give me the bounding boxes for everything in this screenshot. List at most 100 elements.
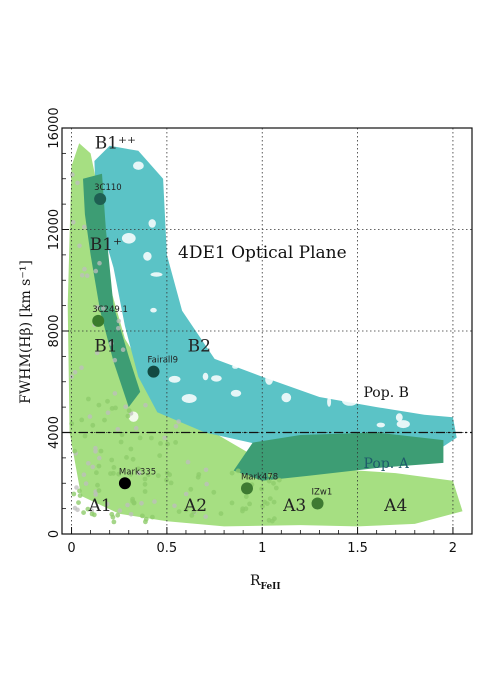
sample-point [140,513,145,519]
x-axis-label-subscript: FeII [261,582,281,592]
region-label: B2 [188,336,211,356]
sample-point [123,404,128,410]
sample-point [125,413,131,419]
object-label: 3C249.1 [92,305,128,315]
sample-point [93,449,98,454]
sample-point [158,441,163,446]
sample-point [119,432,125,438]
sample-point [150,514,155,520]
sample-point [79,365,84,371]
speckle [211,375,222,382]
object-marker [92,314,105,327]
sample-point [95,304,100,310]
sample-point [77,243,82,249]
sample-point [131,500,137,506]
sample-point [86,396,91,402]
sample-point [83,481,89,486]
y-tick-label: 12000 [47,209,62,250]
sample-point [115,512,121,518]
object-marker [147,365,160,378]
y-axis-label: FWHM(Hβ) [km s⁻¹] [18,260,34,404]
object-marker [311,497,324,510]
object-label: Fairall9 [148,356,179,366]
object-label: Mark335 [119,467,156,477]
sample-point [81,472,87,478]
sample-point [105,501,110,507]
sample-point [191,509,197,515]
speckle [265,374,273,385]
sample-point [168,480,174,486]
speckle [395,413,403,422]
sample-point [259,486,265,492]
sample-point [82,224,87,230]
sample-point [101,306,106,311]
sample-point [260,503,265,509]
sample-point [143,516,149,522]
speckle [188,216,198,227]
speckle [148,219,156,228]
speckle [190,267,196,279]
object-marker [118,477,131,490]
sample-point [142,476,148,482]
region-label: B1⁺⁺ [95,133,136,153]
object-marker [94,193,107,206]
sample-point [229,500,235,506]
sample-point [266,517,272,523]
distribution-light-green [67,143,463,527]
y-tick-label: 8000 [47,314,62,347]
sample-point [82,266,87,272]
sample-point [128,446,134,452]
speckle [232,364,239,369]
speckle [202,372,209,381]
speckle [211,330,216,338]
sample-point [112,357,118,363]
chart-title: 4DE1 Optical Plane [178,243,347,263]
sample-point [74,485,79,490]
sample-point [143,402,148,408]
sample-point [136,466,141,472]
x-axis-label-main: R [250,573,261,589]
sample-point [77,488,82,494]
ticks-layer: 0 0.5 1 1.5 2 0 4000 8000 12000 16000 [47,107,457,556]
sample-point [105,410,111,416]
sample-point [142,489,148,494]
sample-point [84,273,90,279]
speckle [219,334,232,342]
speckle [181,394,197,403]
sample-point [120,347,126,353]
sample-point [204,481,209,487]
object-label: IZw1 [312,488,333,498]
sample-point [96,488,102,493]
sample-point [262,499,267,505]
sample-point [79,273,85,278]
sample-point [272,516,277,522]
sample-point [176,509,182,514]
sample-point [111,465,117,470]
points-layer [69,172,282,525]
region-label: B1 [94,336,117,356]
sample-point [247,501,253,507]
sample-point [76,500,81,505]
sample-point [86,461,91,466]
distribution-dark-green-tail [233,432,444,481]
sample-point [81,510,86,515]
region-label: B1⁺ [90,235,122,255]
speckle [121,233,136,244]
speckle [281,392,292,403]
distribution-teal [94,145,457,458]
sample-point [71,220,76,225]
sample-point [69,421,75,427]
sample-point [162,435,167,441]
object-label: Mark478 [241,472,278,482]
sample-point [102,417,107,423]
sample-point [235,468,241,474]
sample-point [271,480,276,486]
speckle [338,384,353,392]
speckle [182,272,187,279]
object-label: 3C110 [94,183,122,193]
sample-point [189,513,195,518]
sample-point [105,398,110,404]
sample-point [71,491,77,497]
sample-point [133,425,139,431]
